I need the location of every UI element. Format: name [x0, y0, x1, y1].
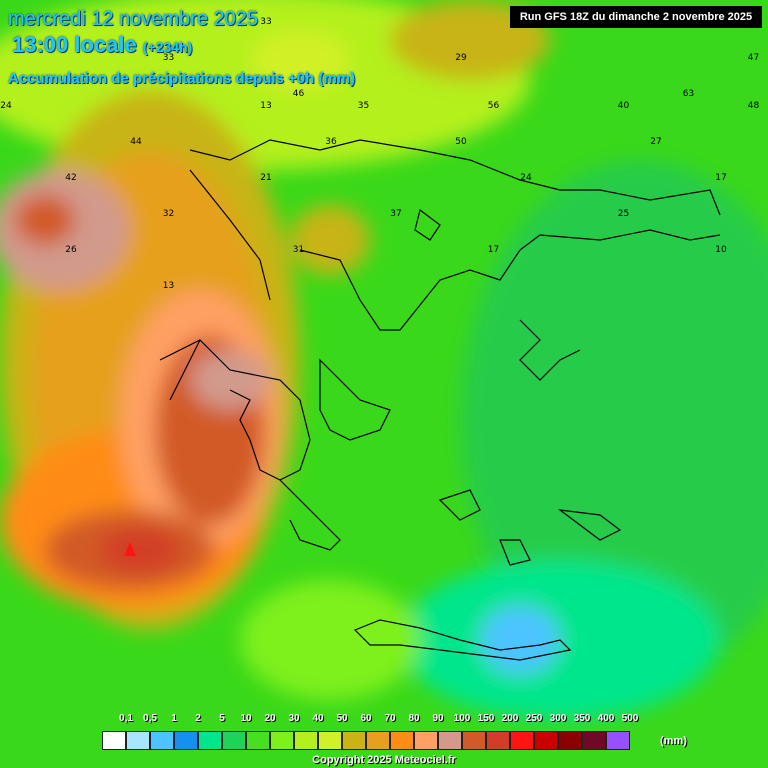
grid-value: 13 [260, 101, 271, 111]
grid-value: 21 [260, 173, 271, 183]
legend-swatch-30 [270, 731, 294, 750]
legend-swatch-300 [534, 731, 558, 750]
grid-value: 56 [488, 101, 500, 111]
peak-marker [124, 542, 136, 556]
grid-value: 25 [618, 209, 629, 219]
legend-swatch-100 [438, 731, 462, 750]
legend-label: 90 [432, 713, 444, 724]
legend-swatch-350 [558, 731, 582, 750]
grid-value: 33 [163, 53, 174, 63]
legend-label: 1 [171, 713, 177, 724]
grid-value: 17 [488, 245, 499, 255]
grid-value: 46 [293, 89, 305, 99]
forecast-date: mercredi 12 novembre 2025 [8, 8, 259, 30]
legend-label: 80 [408, 713, 420, 724]
legend-swatch-60 [342, 731, 366, 750]
value-grid: 3327332947466324133556404844365027422124… [0, 17, 759, 291]
grid-value: 27 [650, 137, 661, 147]
legend-swatch-10 [222, 731, 246, 750]
legend-swatch-200 [486, 731, 510, 750]
legend-label: 30 [288, 713, 300, 724]
copyright: Copyright 2025 Meteociel.fr [312, 754, 456, 766]
legend-label: 2 [195, 713, 201, 724]
grid-value: 24 [520, 173, 532, 183]
legend-swatch-70 [366, 731, 390, 750]
legend-label: 50 [336, 713, 348, 724]
legend-swatch-20 [246, 731, 270, 750]
legend-label: 70 [384, 713, 396, 724]
forecast-time-label: 13:00 locale [12, 32, 137, 57]
map-subtitle: Accumulation de précipitations depuis +0… [8, 70, 356, 87]
legend-label: 5 [219, 713, 225, 724]
grid-value: 17 [715, 173, 726, 183]
legend-label: 250 [525, 713, 543, 724]
legend-label: 350 [573, 713, 591, 724]
grid-value: 10 [715, 245, 727, 255]
grid-value: 48 [748, 101, 760, 111]
legend-label: 20 [264, 713, 276, 724]
legend-swatch-250 [510, 731, 534, 750]
legend-swatch-90 [414, 731, 438, 750]
legend-swatch-0-1 [102, 731, 126, 750]
run-info: Run GFS 18Z du dimanche 2 novembre 2025 [510, 6, 762, 28]
forecast-offset: (+234h) [142, 39, 193, 55]
grid-value: 29 [455, 53, 467, 63]
grid-value: 50 [455, 137, 467, 147]
legend-swatch-50 [318, 731, 342, 750]
grid-value: 37 [390, 209, 401, 219]
legend-unit: (mm) [660, 735, 687, 747]
grid-value: 42 [65, 173, 76, 183]
legend-label: 40 [312, 713, 324, 724]
legend-swatch-500 [606, 731, 630, 750]
grid-value: 31 [293, 245, 304, 255]
legend-label: 150 [477, 713, 495, 724]
legend-swatch-40 [294, 731, 318, 750]
legend-label: 100 [453, 713, 471, 724]
precipitation-field [0, 0, 768, 720]
legend-swatch-0-5 [126, 731, 150, 750]
legend-swatch-80 [390, 731, 414, 750]
legend: 0,1 0,5 1 2 5 10 20 30 40 50 60 70 80 90 100 150 200 250 3… [100, 713, 700, 753]
legend-label: 10 [240, 713, 252, 724]
grid-value: 63 [683, 89, 694, 99]
coastlines [159, 139, 721, 661]
grid-value: 13 [163, 281, 174, 291]
grid-value: 44 [130, 137, 142, 147]
legend-swatch-150 [462, 731, 486, 750]
forecast-time: 13:00 locale (+234h) [12, 32, 192, 58]
grid-value: 47 [748, 53, 759, 63]
grid-value: 33 [260, 17, 271, 27]
grid-value: 26 [65, 245, 77, 255]
grid-value: 36 [325, 137, 337, 147]
legend-label: 60 [360, 713, 372, 724]
legend-swatch-400 [582, 731, 606, 750]
legend-label: 300 [549, 713, 567, 724]
legend-label: 400 [597, 713, 615, 724]
legend-swatch-1 [150, 731, 174, 750]
legend-label: 0,5 [143, 713, 157, 724]
legend-label: 0,1 [119, 713, 133, 724]
grid-value: 24 [0, 101, 12, 111]
grid-value: 32 [163, 209, 174, 219]
legend-swatch-2 [174, 731, 198, 750]
legend-label: 500 [621, 713, 639, 724]
grid-value: 40 [618, 101, 630, 111]
legend-swatch-5 [198, 731, 222, 750]
grid-value: 35 [358, 101, 369, 111]
legend-label: 200 [501, 713, 519, 724]
